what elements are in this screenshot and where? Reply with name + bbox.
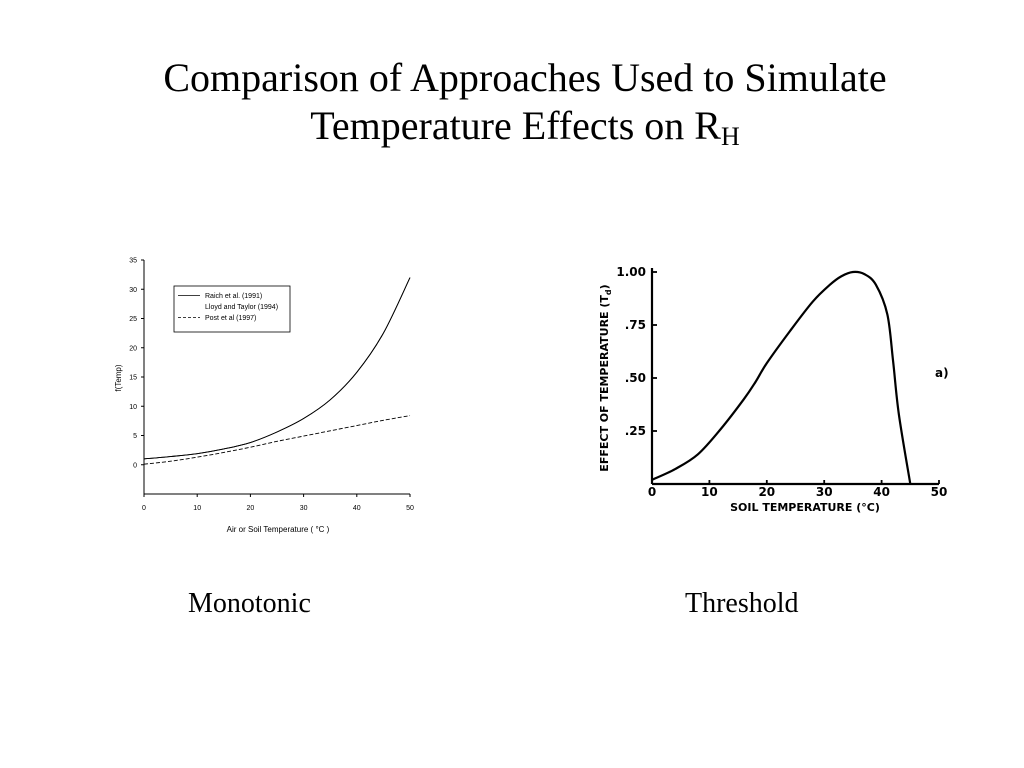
caption-monotonic: Monotonic [188,588,311,619]
chart2-x-tick-label: 20 [758,485,775,499]
chart1-series [143,277,411,465]
chart2-x-tick-label: 40 [873,485,890,499]
chart2-annotation: a) [935,366,949,380]
chart1-x-tick-label: 50 [406,505,414,512]
chart2-y-label-main: EFFECT OF TEMPERATURE (T [598,295,611,472]
chart2-axes [650,268,939,486]
chart1-x-label: Air or Soil Temperature ( °C ) [227,525,330,534]
chart1-x-tick-label: 30 [300,505,308,512]
chart1-legend-box [173,285,291,333]
slide-title: Comparison of Approaches Used to Simulat… [0,54,1024,150]
chart1-x-tick-label: 40 [353,505,361,512]
chart1-legend-entry: Raich et al. (1991) [205,293,262,300]
chart2-y-tick-label: 1.00 [616,265,646,279]
chart2-series [651,270,912,485]
chart1-x-tick-label: 10 [193,505,201,512]
chart2-x-tick-label: 50 [931,485,948,499]
chart2-series-line [651,270,912,485]
chart2-y-tick-label: .75 [625,318,646,332]
chart2-y-tick-label: .50 [625,371,646,385]
chart1-series-line-3 [143,415,411,465]
chart1-legend: Raich et al. (1991) Lloyd and Taylor (199… [173,285,291,333]
chart1-y-tick-label: 35 [129,258,137,265]
chart2-x-tick-label: 30 [816,485,833,499]
chart2-x-tick-label: 0 [648,485,656,499]
title-line-1: Comparison of Approaches Used to Simulat… [163,55,887,100]
chart2-y-tick-label: .25 [625,424,646,438]
chart1-legend-entry: Post et al (1997) [205,315,256,322]
chart1-x-tick-label: 20 [247,505,255,512]
title-line-2: Temperature Effects on R [310,103,721,148]
chart1-y-tick-label: 25 [129,316,137,323]
chart1-legend-entry: Lloyd and Taylor (1994) [205,304,278,311]
chart1-series-line-2 [143,277,411,460]
chart1-ticks: 0 10 20 30 40 50 0 5 10 15 20 25 30 35 [129,258,414,513]
chart2-y-label-close: ) [598,284,611,289]
chart1-y-tick-label: 30 [129,287,137,294]
chart2-x-label: SOIL TEMPERATURE (°C) [730,501,880,514]
chart2-y-label: EFFECT OF TEMPERATURE (Td) [598,284,613,471]
caption-threshold: Threshold [685,588,799,619]
chart1-y-tick-label: 0 [133,462,137,469]
chart2-y-label-sub: d [604,289,613,295]
chart2-x-tick-label: 10 [701,485,718,499]
chart1-x-tick-label: 0 [142,505,146,512]
chart2-ticks: 0 10 20 30 40 50 .25 .50 .75 1.00 [616,265,947,499]
chart1-y-tick-label: 15 [129,375,137,382]
title-subscript: H [720,122,740,151]
chart1-y-tick-label: 10 [129,404,137,411]
chart1-y-label: f(Temp) [114,364,123,391]
chart1-y-tick-label: 20 [129,345,137,352]
chart1-y-tick-label: 5 [133,433,137,440]
